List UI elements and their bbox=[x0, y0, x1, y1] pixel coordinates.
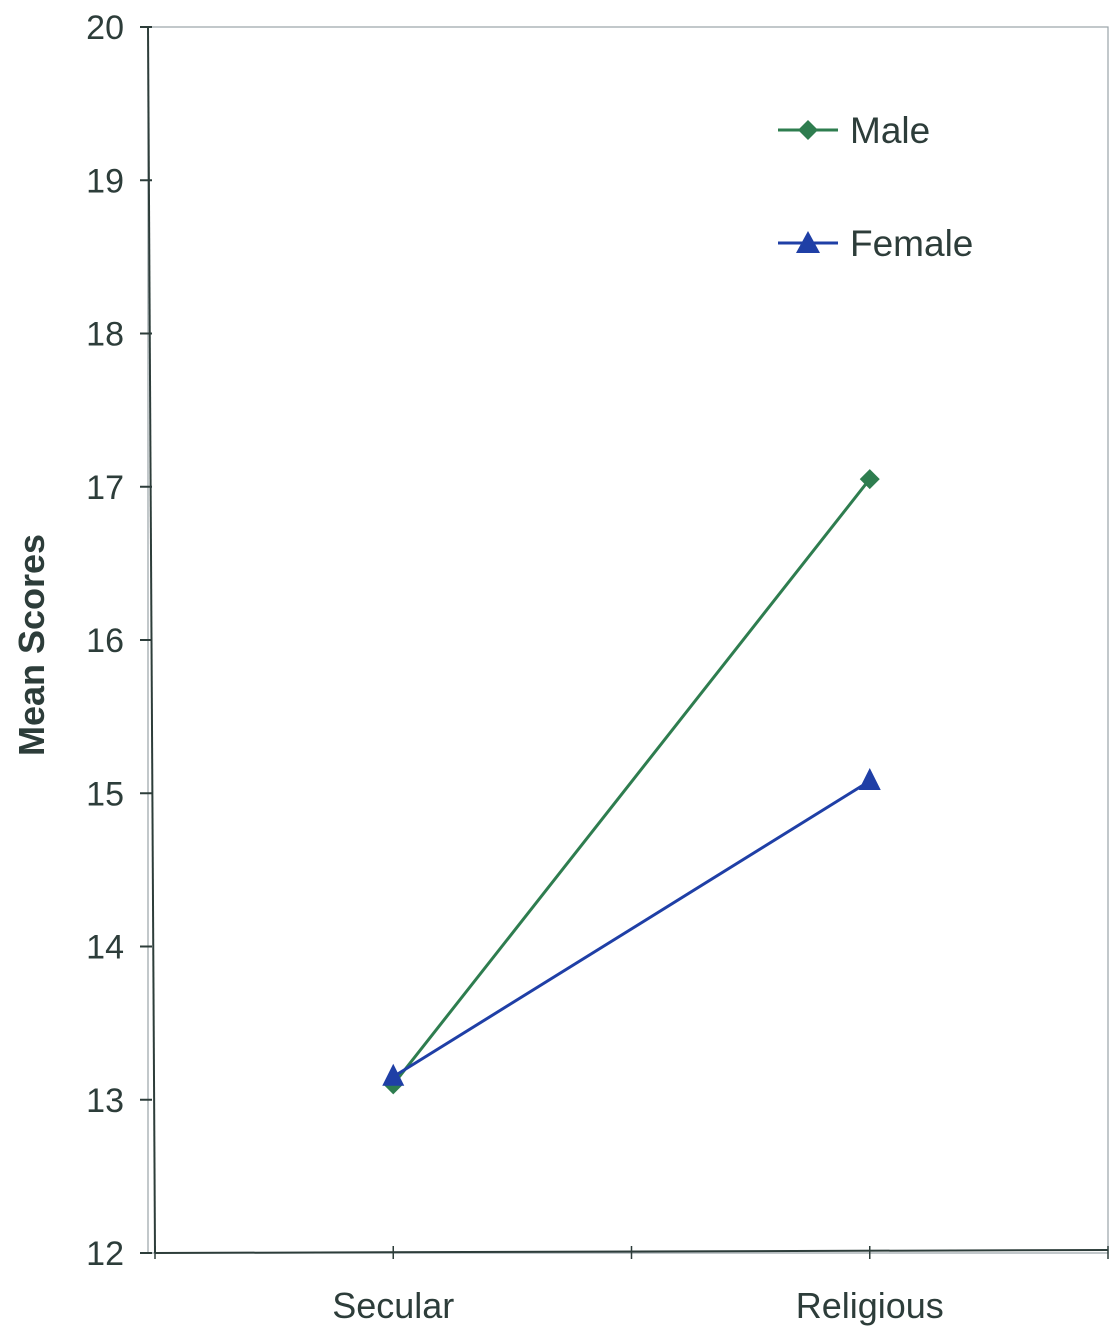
legend-diamond-icon bbox=[798, 120, 818, 140]
legend-item-female: Female bbox=[778, 223, 973, 264]
x-category-label: Secular bbox=[332, 1285, 454, 1326]
series-layer bbox=[382, 469, 881, 1094]
legend-item-male: Male bbox=[778, 110, 930, 151]
y-tick-label: 14 bbox=[86, 929, 124, 967]
y-tick-label: 20 bbox=[86, 9, 124, 47]
y-tick-label: 15 bbox=[86, 775, 124, 813]
y-axis-ticks: 12 13 14 15 16 17 18 19 20 bbox=[86, 9, 152, 1273]
legend-label-female: Female bbox=[850, 223, 973, 264]
data-point-female bbox=[859, 768, 881, 790]
y-tick-label: 19 bbox=[86, 162, 124, 200]
y-tick-label: 16 bbox=[86, 622, 124, 660]
y-axis-title: Mean Scores bbox=[11, 534, 52, 756]
legend: Male Female bbox=[778, 110, 973, 264]
y-tick-label: 13 bbox=[86, 1082, 124, 1120]
plot-area-border bbox=[148, 27, 1108, 1253]
y-tick-label: 18 bbox=[86, 316, 124, 354]
series-line-male bbox=[393, 479, 870, 1084]
y-tick-label: 12 bbox=[86, 1235, 124, 1273]
y-tick-label: 17 bbox=[86, 469, 124, 507]
x-axis-ticks: Secular Religious bbox=[155, 1246, 1108, 1326]
legend-label-male: Male bbox=[850, 110, 930, 151]
x-category-label: Religious bbox=[796, 1285, 944, 1326]
series-line-female bbox=[393, 781, 870, 1077]
